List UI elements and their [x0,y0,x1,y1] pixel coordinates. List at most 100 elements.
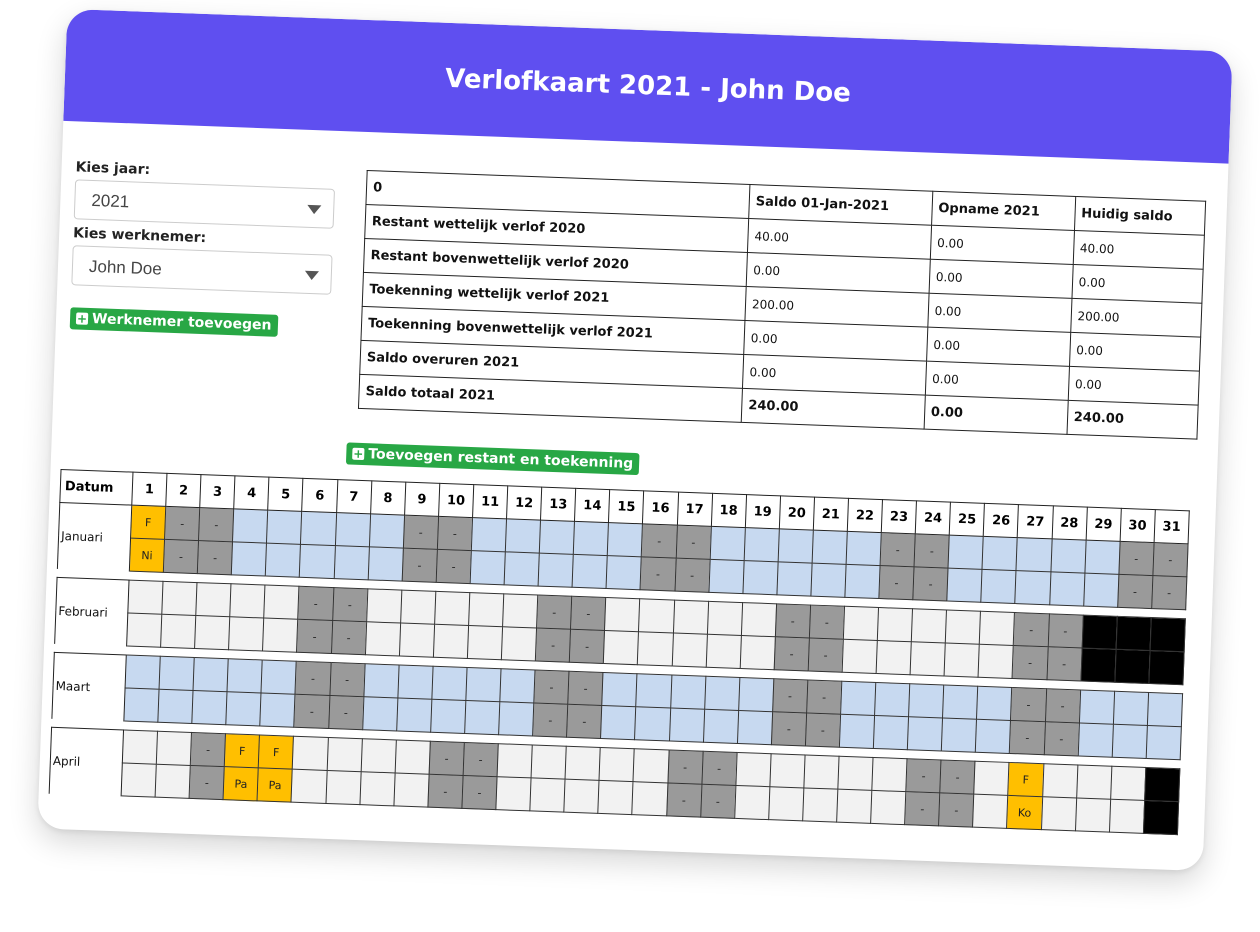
day-cell[interactable]: - [1013,612,1049,647]
day-cell[interactable] [192,690,228,725]
day-cell[interactable] [978,644,1014,679]
day-cell[interactable] [600,705,637,740]
day-cell[interactable] [1110,766,1146,801]
day-cell[interactable] [737,710,773,745]
day-cell[interactable] [703,709,739,744]
day-cell[interactable] [122,729,158,765]
day-cell[interactable] [876,640,912,675]
day-cell[interactable] [498,701,534,736]
day-cell[interactable] [265,543,301,578]
year-select[interactable]: 2021 [73,179,336,229]
day-cell[interactable] [842,639,878,674]
day-cell[interactable]: - [940,759,976,795]
day-cell[interactable] [393,772,429,808]
day-cell[interactable]: - [536,595,572,630]
day-cell[interactable] [633,748,669,783]
day-cell[interactable]: - [904,791,941,826]
day-cell[interactable] [734,785,770,820]
day-cell[interactable]: - [1046,646,1082,681]
day-cell[interactable] [499,668,536,703]
day-cell[interactable] [433,624,469,659]
day-cell[interactable] [910,641,946,676]
day-cell[interactable] [502,593,538,629]
day-cell[interactable] [632,781,668,816]
day-cell[interactable] [1147,692,1183,727]
day-cell[interactable]: F [130,505,166,540]
day-cell[interactable]: - [701,751,737,786]
day-cell[interactable] [638,598,675,634]
day-cell[interactable] [155,764,191,799]
day-cell[interactable] [1076,764,1112,800]
day-cell[interactable] [161,581,198,616]
day-cell[interactable]: - [809,605,845,640]
day-cell[interactable]: - [1047,613,1084,649]
day-cell[interactable] [741,602,777,637]
day-cell[interactable] [911,608,947,644]
day-cell[interactable] [1084,540,1120,575]
day-cell[interactable] [873,715,909,750]
day-cell[interactable] [126,613,162,648]
day-cell[interactable] [1113,691,1149,726]
day-cell[interactable]: - [437,516,473,551]
day-cell[interactable]: Pa [257,767,293,803]
day-cell[interactable] [360,738,397,773]
day-cell[interactable] [125,655,161,690]
day-cell[interactable] [1075,797,1111,833]
day-cell[interactable]: - [567,671,604,706]
day-cell[interactable] [497,743,533,778]
day-cell[interactable] [538,553,574,588]
day-cell[interactable] [156,731,192,766]
day-cell[interactable] [877,607,913,642]
day-cell[interactable] [972,794,1009,829]
day-cell[interactable] [326,737,363,772]
day-cell[interactable] [1109,799,1145,834]
day-cell[interactable] [369,513,405,549]
day-cell[interactable]: - [566,704,603,739]
day-cell[interactable]: - [198,507,234,542]
day-cell[interactable] [668,707,705,743]
day-cell[interactable] [742,560,778,595]
day-cell[interactable] [471,517,507,552]
day-cell[interactable]: - [880,532,916,567]
day-cell[interactable]: Ko [1006,795,1043,830]
day-cell[interactable] [944,643,980,678]
day-cell[interactable] [262,618,299,653]
day-cell[interactable] [228,616,265,652]
day-cell[interactable] [266,510,303,545]
day-cell[interactable] [193,657,229,692]
day-cell[interactable] [399,623,435,658]
day-cell[interactable] [572,554,608,589]
day-cell[interactable]: - [808,638,844,673]
day-cell[interactable] [531,744,567,780]
day-cell[interactable]: - [640,556,676,592]
day-cell[interactable] [908,683,944,718]
day-cell[interactable] [397,664,433,700]
day-cell[interactable] [844,564,881,599]
day-cell[interactable]: - [331,620,367,655]
day-cell[interactable] [670,674,706,710]
day-cell[interactable] [1111,724,1148,759]
day-cell[interactable] [400,590,436,625]
day-cell[interactable] [811,530,848,565]
day-cell[interactable] [504,551,540,587]
day-cell[interactable] [843,606,879,641]
day-cell[interactable] [769,753,805,788]
day-cell[interactable]: F [1008,762,1044,797]
day-cell[interactable]: - [163,539,199,574]
day-cell[interactable] [529,777,566,813]
day-cell[interactable] [434,591,470,626]
day-cell[interactable]: - [535,628,571,663]
day-cell[interactable] [291,769,327,804]
day-cell[interactable] [1079,689,1115,725]
day-cell[interactable] [465,667,502,702]
day-cell[interactable] [261,660,297,695]
day-cell[interactable] [1050,538,1086,574]
day-cell[interactable] [607,522,643,557]
day-cell[interactable]: - [641,523,677,559]
day-cell[interactable] [1041,796,1077,831]
day-cell[interactable] [975,719,1011,754]
add-balance-button[interactable]: + Toevoegen restant en toekenning [345,442,640,476]
day-cell[interactable]: - [164,506,200,541]
day-cell[interactable] [836,789,872,824]
day-cell[interactable] [501,626,537,662]
